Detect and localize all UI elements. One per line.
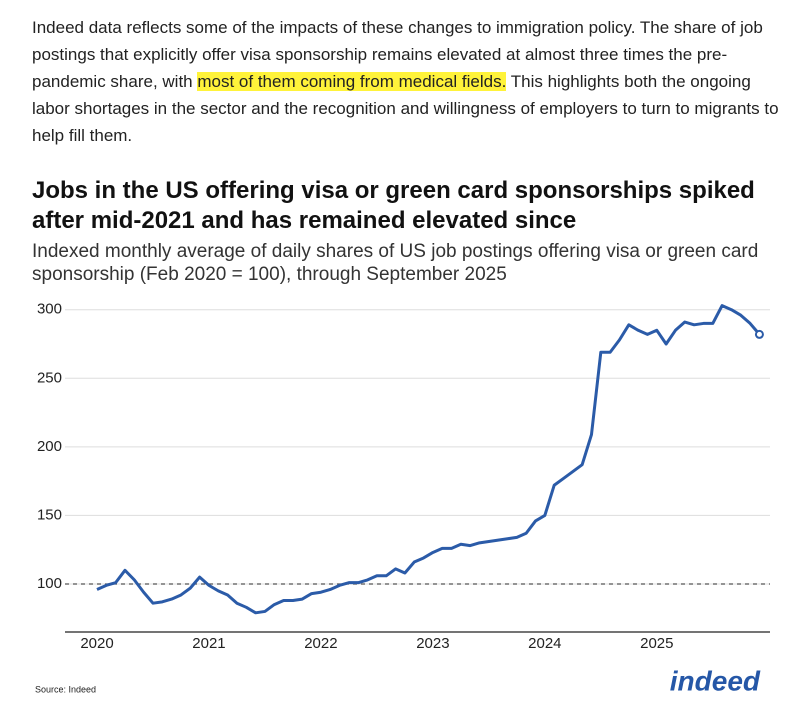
paragraph: Indeed data reflects some of the impacts… xyxy=(32,14,792,149)
x-tick-label: 2025 xyxy=(640,635,673,652)
y-tick-label: 250 xyxy=(37,369,62,386)
x-tick-label: 2021 xyxy=(192,635,225,652)
y-tick-label: 300 xyxy=(37,301,62,318)
series-line xyxy=(96,304,761,615)
x-tick-label: 2020 xyxy=(80,635,113,652)
source: Source: Indeed xyxy=(35,684,96,694)
chart-title: Jobs in the US offering visa or green ca… xyxy=(32,177,755,234)
end-marker xyxy=(754,329,764,339)
paragraph-text: Indeed data reflects some of the impacts… xyxy=(32,18,763,91)
x-tick-label: 2023 xyxy=(416,635,449,652)
logo: indeed xyxy=(670,665,761,696)
y-tick-label: 150 xyxy=(37,506,62,523)
paragraph-text: This highlights both the ongoing labor s… xyxy=(32,72,779,145)
chart-subtitle: Indexed monthly average of daily shares … xyxy=(32,241,759,285)
highlighted-text: most of them coming from medical fields. xyxy=(197,72,507,91)
y-tick-label: 200 xyxy=(37,438,62,455)
y-tick-label: 100 xyxy=(37,575,62,592)
x-tick-label: 2024 xyxy=(528,635,561,652)
x-tick-label: 2022 xyxy=(304,635,337,652)
